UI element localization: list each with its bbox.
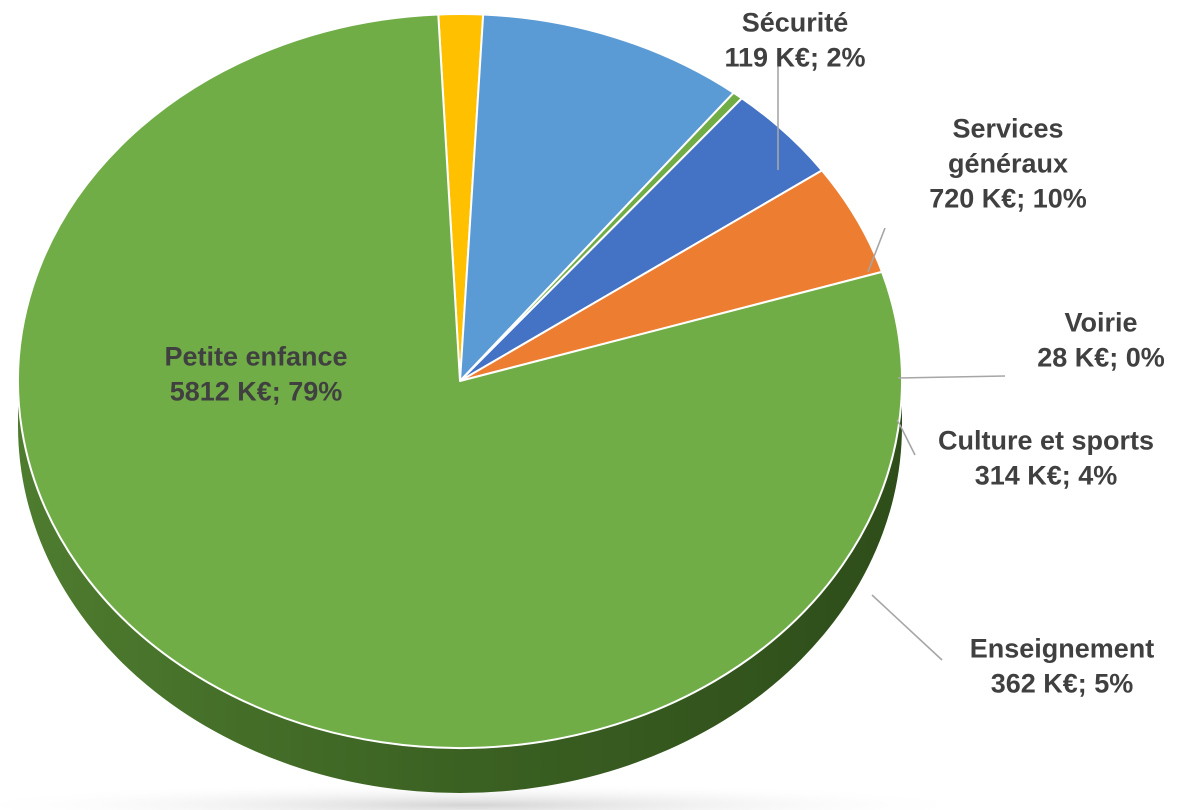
pie-slice-services-generaux	[459, 13, 735, 382]
leader-line-services-generaux	[867, 227, 886, 273]
leader-line-enseignement	[871, 594, 943, 661]
data-label-value-enseignement: 362 K€; 5%	[991, 669, 1134, 699]
data-label-petite-enfance: Petite enfance 5812 K€; 79%	[164, 341, 347, 406]
data-label-value-services-generaux: 720 K€; 10%	[929, 184, 1087, 214]
data-label-name-culture-et-sports: Culture et sports	[938, 425, 1154, 455]
data-label-name-services-generaux: généraux	[948, 149, 1068, 179]
pie-slice-petite-enfance	[17, 13, 903, 749]
leader-line-culture-et-sports	[896, 419, 916, 456]
data-label-value-petite-enfance: 5812 K€; 79%	[170, 377, 343, 407]
data-label-name-services-generaux: Services	[952, 113, 1063, 143]
data-label-voirie: Voirie 28 K€; 0%	[1037, 307, 1165, 372]
leader-line-voirie	[897, 375, 1006, 379]
data-label-culture-et-sports: Culture et sports 314 K€; 4%	[938, 425, 1154, 490]
data-label-value-voirie: 28 K€; 0%	[1037, 343, 1165, 373]
data-label-value-culture-et-sports: 314 K€; 4%	[975, 461, 1118, 491]
data-label-name-securite: Sécurité	[742, 7, 849, 37]
data-label-value-securite: 119 K€; 2%	[724, 43, 865, 73]
pie-shadow	[0, 783, 990, 810]
data-label-enseignement: Enseignement 362 K€; 5%	[970, 633, 1155, 698]
data-label-name-petite-enfance: Petite enfance	[164, 341, 347, 371]
data-label-services-generaux: Services généraux 720 K€; 10%	[929, 113, 1087, 213]
data-label-name-voirie: Voirie	[1064, 307, 1137, 337]
data-label-securite: Sécurité 119 K€; 2%	[724, 7, 865, 72]
data-label-name-enseignement: Enseignement	[970, 633, 1155, 663]
